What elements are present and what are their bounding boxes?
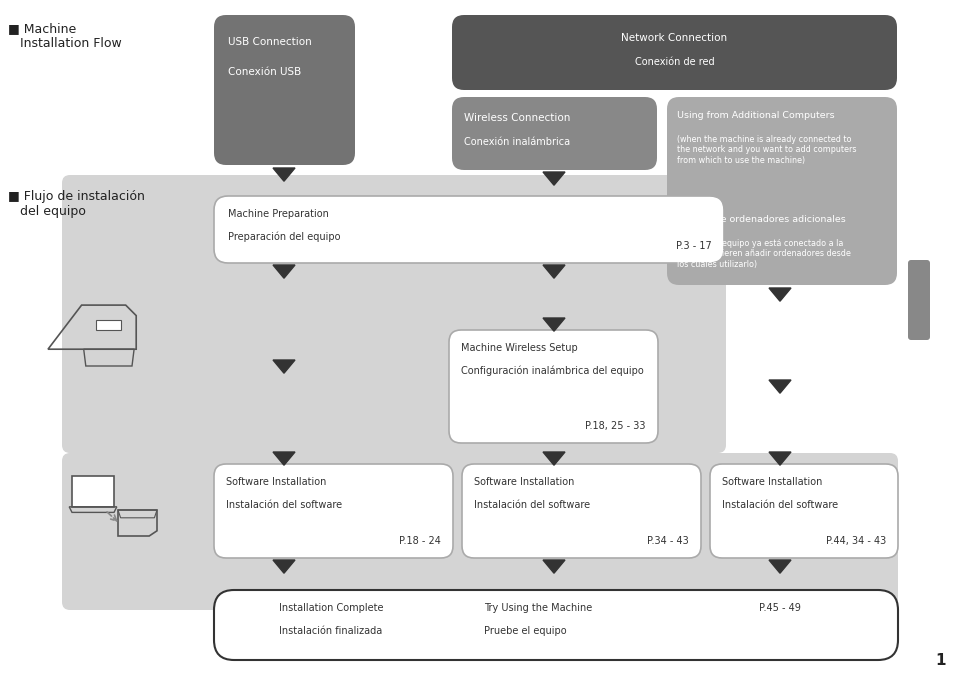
Polygon shape — [542, 318, 564, 331]
Polygon shape — [96, 320, 121, 331]
Text: ■ Flujo de instalación
   del equipo: ■ Flujo de instalación del equipo — [8, 190, 145, 218]
Text: Wireless Connection: Wireless Connection — [463, 113, 570, 123]
Text: Software Installation: Software Installation — [721, 477, 821, 487]
Text: Software Installation: Software Installation — [226, 477, 326, 487]
Text: Conexión de red: Conexión de red — [634, 57, 714, 67]
FancyBboxPatch shape — [213, 196, 723, 263]
Text: Machine Preparation: Machine Preparation — [228, 209, 329, 219]
Text: Software Installation: Software Installation — [474, 477, 574, 487]
Text: Preparación del equipo: Preparación del equipo — [228, 232, 340, 243]
Polygon shape — [273, 360, 294, 373]
Polygon shape — [273, 560, 294, 573]
Text: (when the machine is already connected to
the network and you want to add comput: (when the machine is already connected t… — [677, 135, 856, 165]
Text: Configuración inalámbrica del equipo: Configuración inalámbrica del equipo — [460, 366, 643, 377]
Text: P.3 - 17: P.3 - 17 — [676, 241, 711, 251]
Text: Instalación finalizada: Instalación finalizada — [278, 626, 382, 636]
Text: Machine Wireless Setup: Machine Wireless Setup — [460, 343, 578, 353]
Text: P.34 - 43: P.34 - 43 — [646, 536, 688, 546]
FancyBboxPatch shape — [449, 330, 658, 443]
Text: P.45 - 49: P.45 - 49 — [759, 603, 800, 613]
FancyBboxPatch shape — [666, 97, 896, 285]
Polygon shape — [71, 476, 113, 507]
Polygon shape — [768, 288, 790, 301]
Polygon shape — [273, 265, 294, 279]
Text: Using from Additional Computers: Using from Additional Computers — [677, 111, 834, 120]
Text: Conexión USB: Conexión USB — [228, 67, 301, 77]
FancyBboxPatch shape — [907, 260, 929, 340]
FancyBboxPatch shape — [709, 464, 897, 558]
Text: USB Connection: USB Connection — [228, 37, 312, 47]
Polygon shape — [542, 560, 564, 573]
Polygon shape — [542, 172, 564, 185]
Text: (cuando el equipo ya está conectado a la
red y se quieren añadir ordenadores des: (cuando el equipo ya está conectado a la… — [677, 239, 850, 269]
Polygon shape — [542, 452, 564, 465]
Text: P.44, 34 - 43: P.44, 34 - 43 — [825, 536, 885, 546]
FancyBboxPatch shape — [213, 15, 355, 165]
Polygon shape — [768, 380, 790, 393]
FancyBboxPatch shape — [461, 464, 700, 558]
Text: Conexión inalámbrica: Conexión inalámbrica — [463, 137, 570, 147]
Text: Instalación del software: Instalación del software — [226, 500, 342, 510]
Text: ■ Machine
   Installation Flow: ■ Machine Installation Flow — [8, 22, 122, 50]
FancyBboxPatch shape — [62, 175, 725, 453]
FancyBboxPatch shape — [452, 97, 657, 170]
Polygon shape — [542, 265, 564, 279]
Polygon shape — [273, 168, 294, 181]
Text: Try Using the Machine: Try Using the Machine — [483, 603, 592, 613]
Text: P.18 - 24: P.18 - 24 — [398, 536, 440, 546]
FancyBboxPatch shape — [62, 453, 897, 610]
Text: Installation Complete: Installation Complete — [278, 603, 383, 613]
Polygon shape — [273, 452, 294, 465]
Text: Network Connection: Network Connection — [620, 33, 727, 43]
Text: Instalación del software: Instalación del software — [474, 500, 590, 510]
Text: P.18, 25 - 33: P.18, 25 - 33 — [585, 421, 645, 431]
Text: Instalación del software: Instalación del software — [721, 500, 838, 510]
Text: Pruebe el equipo: Pruebe el equipo — [483, 626, 566, 636]
Polygon shape — [768, 452, 790, 465]
FancyBboxPatch shape — [213, 590, 897, 660]
FancyBboxPatch shape — [213, 464, 453, 558]
Text: Uso desde ordenadores adicionales: Uso desde ordenadores adicionales — [677, 215, 845, 224]
Polygon shape — [768, 560, 790, 573]
Text: 1: 1 — [935, 653, 945, 668]
FancyBboxPatch shape — [452, 15, 896, 90]
